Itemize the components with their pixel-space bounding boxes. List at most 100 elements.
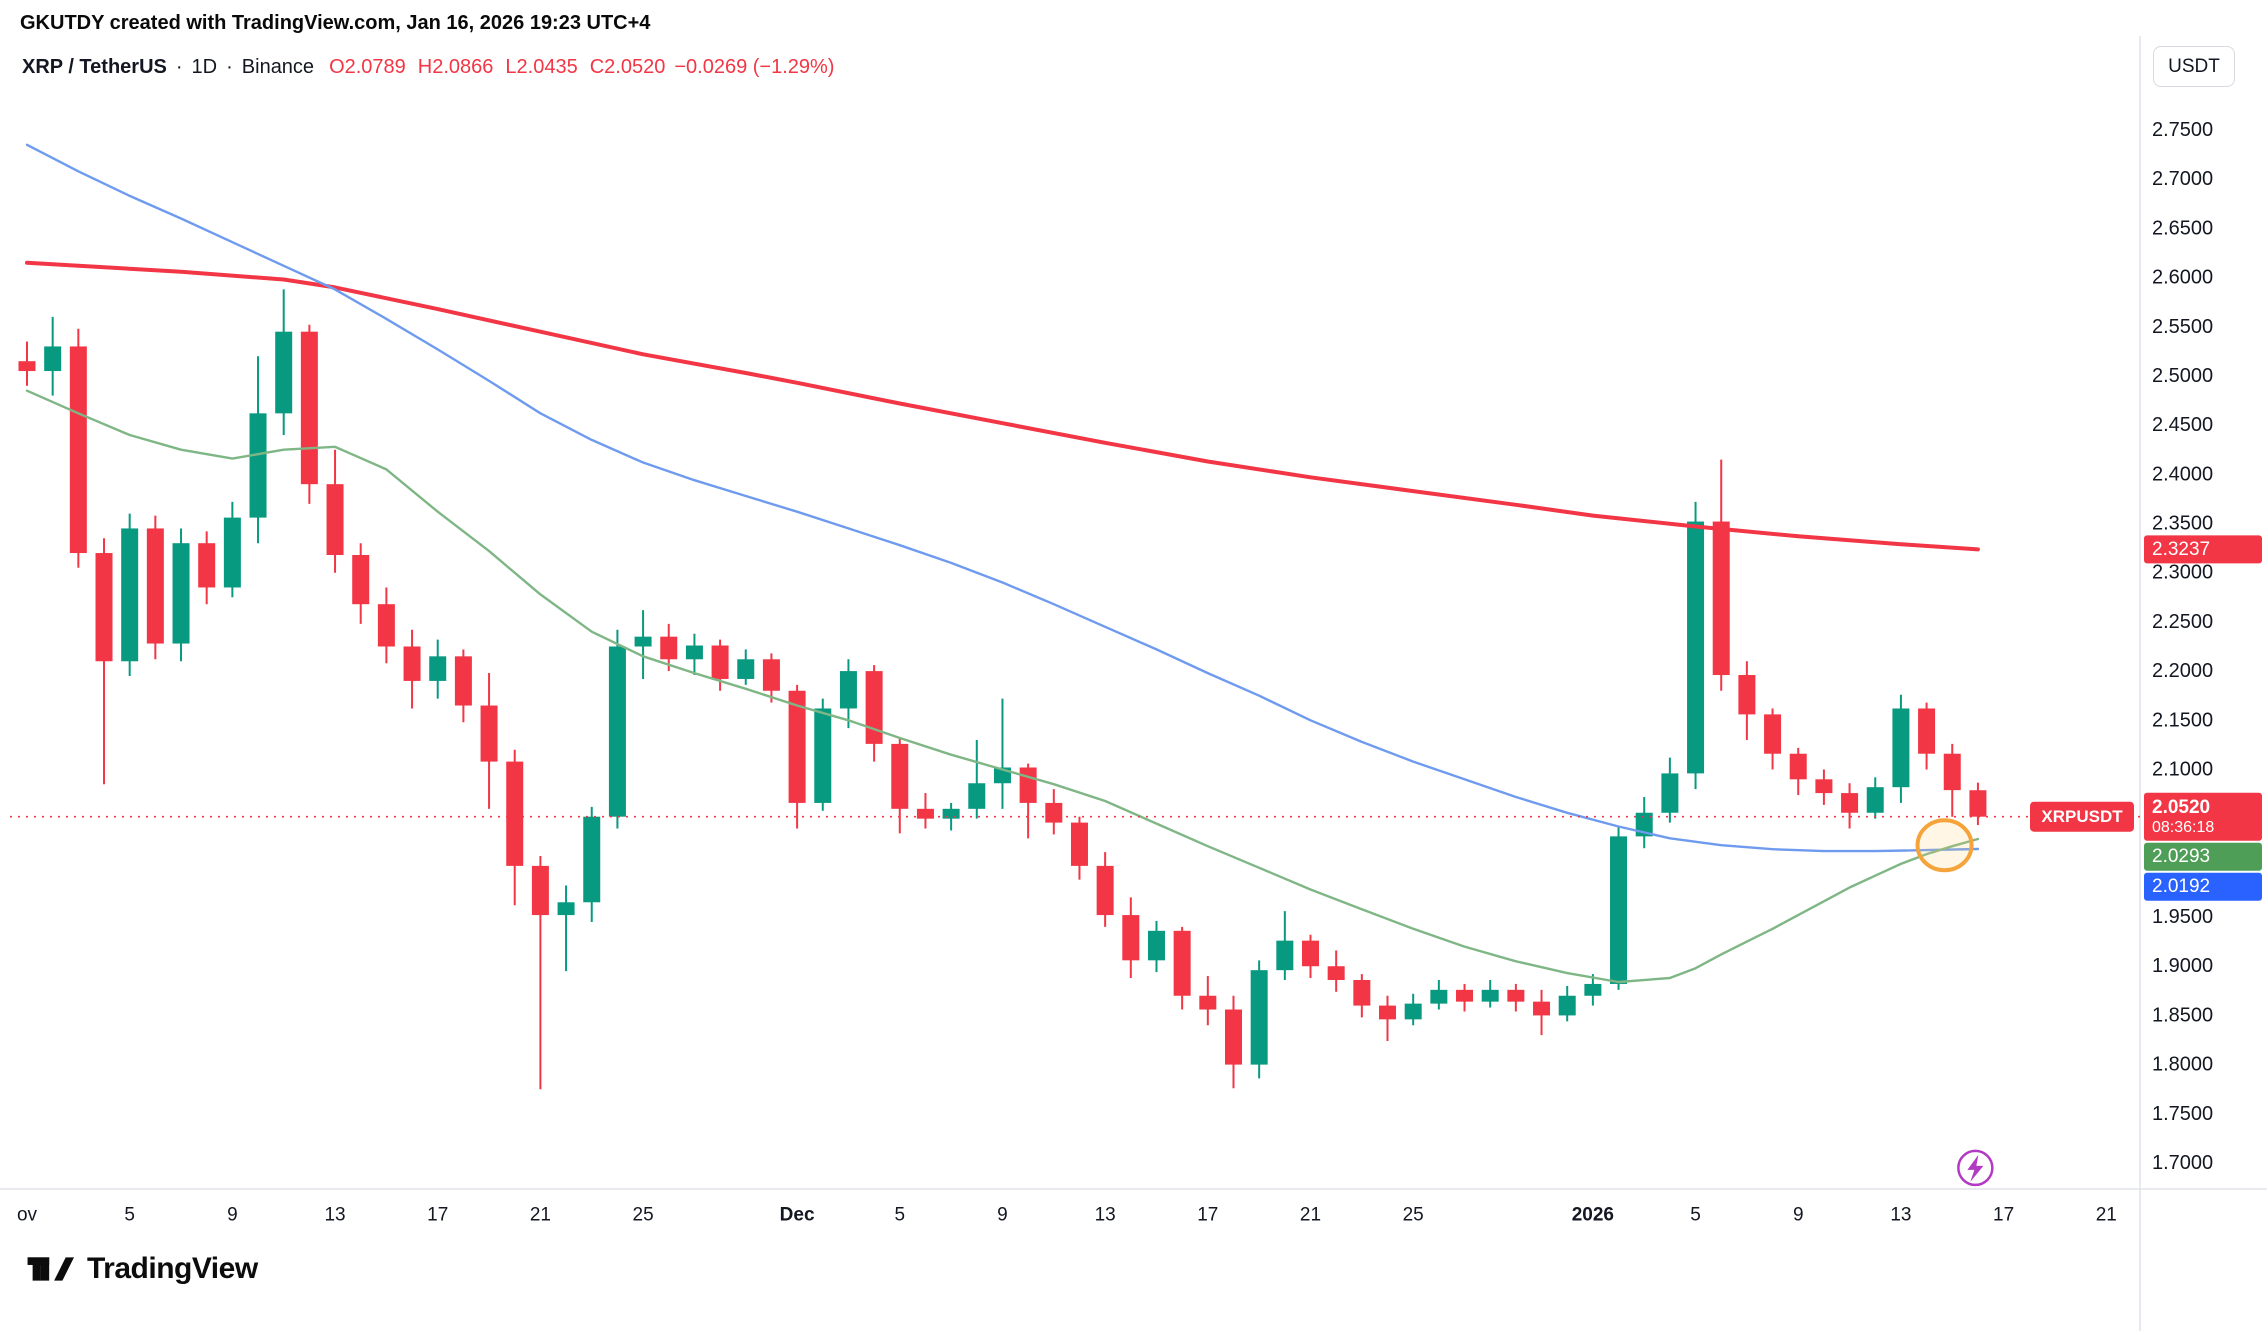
ohlc-high-value: 2.0866 [432, 56, 494, 78]
brand-name: TradingView [87, 1252, 258, 1285]
candle-body [814, 708, 832, 803]
candle-body [1584, 983, 1602, 996]
ma-green-line-badge [2144, 842, 2262, 871]
tradingview-logo-icon [27, 1257, 74, 1281]
tradingview-brand-link[interactable]: TradingView [26, 1252, 258, 1286]
price-tick-label: 2.1500 [2152, 709, 2213, 731]
price-tick-label: 2.5500 [2152, 316, 2213, 338]
ohlc-low-value: 2.0435 [516, 56, 578, 78]
time-tick-label: 13 [1890, 1205, 1911, 1226]
ohlc-close-label: C [589, 56, 605, 78]
price-axis[interactable]: 2.7500 2.7000 2.6500 2.6000 2.5500 2.5000 2.45… [2152, 119, 2213, 1174]
candle-body [1815, 779, 1833, 794]
time-tick-label: 17 [1197, 1205, 1218, 1226]
candle-body [1147, 930, 1165, 961]
ohlc-low: L2.0435 [505, 56, 577, 79]
candle-body [1738, 675, 1756, 715]
time-tick-label: 21 [2096, 1205, 2117, 1226]
candle-body [403, 646, 421, 681]
ma-blue-line-badge [2144, 872, 2262, 901]
candle-body [454, 656, 472, 706]
candle-body [1096, 865, 1114, 916]
currency-toggle-button[interactable]: USDT [2153, 46, 2235, 87]
candle-body [1045, 802, 1063, 823]
candle-body [1610, 836, 1628, 984]
time-tick-label: 25 [1403, 1205, 1424, 1226]
time-tick-label: 13 [1095, 1205, 1116, 1226]
symbol-price-label-badge [2030, 801, 2134, 832]
candle-body [480, 705, 498, 762]
ohlc-close: C2.0520 [590, 56, 666, 79]
candle-body [1712, 521, 1730, 676]
candle-body [1918, 708, 1936, 754]
candle-body [1481, 989, 1499, 1002]
candle-body [942, 808, 960, 819]
time-axis[interactable]: ov 5 9 13 17 21 25 Dec 5 9 13 17 21 25 2026 5 9 13 17 21 [17, 1205, 2117, 1226]
time-tick-label: 2026 [1572, 1205, 1614, 1226]
ohlc-group: O2.0789 H2.0866 L2.0435 C2.0520 [329, 56, 665, 79]
candle-body [172, 543, 190, 644]
chart-header: XRP / TetherUS · 1D · Binance O2.0789 H2… [22, 56, 834, 79]
candle-body [1327, 966, 1345, 981]
candle-body [1173, 930, 1191, 996]
candle-body [1866, 787, 1884, 813]
candle-body [1789, 753, 1807, 780]
candle-body [121, 528, 139, 662]
interval-label: 1D [191, 56, 218, 78]
candle-body [1122, 915, 1140, 961]
highlight-circle-annotation[interactable] [1915, 818, 1974, 873]
candle-body [223, 517, 241, 588]
price-tick-label: 2.7500 [2152, 119, 2213, 141]
lightning-marker-icon[interactable] [1957, 1149, 1994, 1187]
candle-body [1404, 1003, 1422, 1020]
candle-body [583, 816, 601, 903]
candle-body [506, 761, 524, 866]
price-tick-label: 1.7500 [2152, 1103, 2213, 1125]
ma-red-line [25, 260, 1980, 552]
candle-body [1353, 980, 1371, 1006]
price-tick-label: 2.6500 [2152, 217, 2213, 239]
watermark-text: GKUTDY created with TradingView.com, Jan… [20, 12, 651, 34]
candle-body [660, 636, 678, 660]
candle-body [531, 865, 549, 916]
candlestick-series [18, 289, 1987, 1090]
time-tick-label: 5 [1690, 1205, 1701, 1226]
price-tick-label: 2.1000 [2152, 758, 2213, 780]
candle-body [685, 645, 703, 660]
price-tick-label: 2.5000 [2152, 365, 2213, 387]
candle-body [865, 671, 883, 744]
candle-body [1969, 790, 1987, 817]
candle-body [1687, 521, 1705, 774]
price-tick-label: 2.2500 [2152, 611, 2213, 633]
candle-body [1841, 793, 1859, 813]
time-tick-label: ov [17, 1205, 38, 1226]
last-price-badge-value: 2.0520 [2152, 797, 2210, 818]
bar-countdown: 08:36:18 [2152, 819, 2214, 836]
price-tick-label: 1.9500 [2152, 906, 2213, 928]
candle-body [1199, 995, 1217, 1010]
candle-body [634, 636, 652, 647]
time-tick-label: 5 [124, 1205, 135, 1226]
candle-body [1276, 940, 1294, 971]
exchange-label: Binance [241, 56, 315, 78]
candle-body [557, 902, 575, 916]
price-tick-label: 2.3000 [2152, 562, 2213, 584]
price-tick-label: 1.9000 [2152, 955, 2213, 977]
candle-body [69, 346, 87, 554]
ma-green-line [25, 389, 1980, 984]
candle-body [1764, 714, 1782, 754]
price-tick-label: 2.4000 [2152, 463, 2213, 485]
candle-body [711, 645, 729, 679]
price-tick-label: 2.6000 [2152, 267, 2213, 289]
symbol-title: XRP / TetherUS [22, 56, 167, 78]
candle-body [1892, 708, 1910, 788]
time-tick-label: 17 [1993, 1205, 2014, 1226]
candle-body [1070, 822, 1088, 866]
time-tick-label: Dec [780, 1205, 815, 1226]
ohlc-open-label: O [329, 56, 345, 78]
ma-blue-line-badge-value: 2.0192 [2152, 876, 2210, 897]
candle-body [377, 604, 395, 647]
ohlc-open: O2.0789 [329, 56, 406, 79]
